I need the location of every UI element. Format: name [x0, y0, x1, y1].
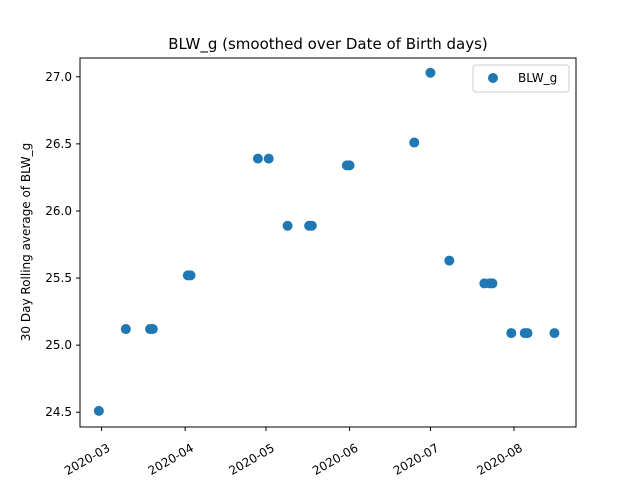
legend-box: [472, 64, 570, 93]
data-point: [487, 278, 498, 289]
data-point: [522, 328, 533, 339]
data-point: [185, 270, 196, 281]
y-tick-label: 27.0: [45, 70, 72, 84]
data-point: [425, 67, 436, 78]
data-points: [93, 67, 560, 416]
data-point: [263, 153, 274, 164]
data-point: [120, 324, 131, 335]
data-point: [444, 255, 455, 266]
data-point: [506, 328, 517, 339]
data-point: [344, 160, 355, 171]
y-tick-label: 26.5: [45, 137, 72, 151]
plot-area: [79, 57, 577, 428]
legend-label-blw-g: BLW_g: [518, 71, 557, 85]
data-point: [549, 328, 560, 339]
y-axis-label: 30 Day Rolling average of BLW_g: [19, 143, 33, 341]
chart-title: BLW_g (smoothed over Date of Birth days): [168, 35, 488, 54]
data-point: [252, 153, 263, 164]
y-tick-label: 26.0: [45, 204, 72, 218]
y-tick-label: 25.0: [45, 338, 72, 352]
plot-frame: [79, 57, 577, 428]
data-point: [282, 220, 293, 231]
legend-marker: [488, 73, 498, 83]
data-point: [93, 405, 104, 416]
y-tick-label: 25.5: [45, 271, 72, 285]
data-point: [147, 324, 158, 335]
legend: BLW_g: [472, 64, 570, 93]
data-point: [409, 137, 420, 148]
data-point: [306, 220, 317, 231]
y-tick-label: 24.5: [45, 405, 72, 419]
y-axis: 24.5 25.0 25.5 26.0 26.5 27.0: [45, 70, 80, 419]
